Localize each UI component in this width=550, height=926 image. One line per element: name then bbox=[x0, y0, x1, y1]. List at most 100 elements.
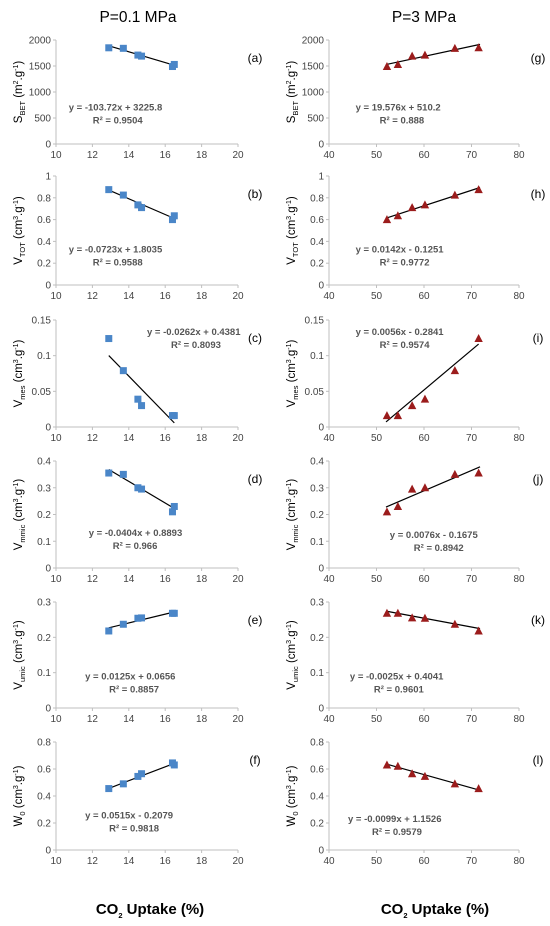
y-axis-label-part: (cm bbox=[286, 220, 298, 242]
y-tick-label: 0.6 bbox=[310, 765, 324, 776]
y-axis-label-part: S bbox=[13, 115, 25, 123]
y-axis-label-part: -1 bbox=[13, 343, 20, 349]
x-tick-label: 50 bbox=[371, 291, 383, 302]
x-tick-label: 60 bbox=[418, 856, 430, 867]
y-tick-label: 500 bbox=[34, 114, 51, 125]
y-axis-label: Vmmic (cm3.g-1) bbox=[286, 479, 300, 551]
y-tick-label: 0.2 bbox=[310, 633, 324, 644]
data-point bbox=[134, 484, 142, 492]
panel-label: (k) bbox=[531, 613, 545, 627]
trendline-equation: y = 0.0142x - 0.1251 bbox=[356, 244, 445, 255]
y-tick-label: 0.1 bbox=[37, 668, 51, 679]
panel-label: (l) bbox=[533, 753, 544, 767]
x-tick-label: 20 bbox=[232, 856, 244, 867]
x-tick-label: 18 bbox=[196, 291, 208, 302]
x-tick-label: 60 bbox=[418, 291, 430, 302]
data-point bbox=[407, 613, 417, 622]
y-axis-label-part: 3 bbox=[286, 216, 293, 220]
data-point bbox=[450, 43, 460, 52]
trendline-r-squared: R² = 0.8857 bbox=[109, 684, 159, 695]
y-tick-label: 0.8 bbox=[37, 738, 51, 749]
y-axis-label-part: V bbox=[13, 399, 25, 407]
y-tick-label: 0 bbox=[318, 564, 324, 575]
y-tick-label: 0.8 bbox=[310, 738, 324, 749]
panel-label: (f) bbox=[249, 753, 260, 767]
y-tick-label: 0 bbox=[45, 846, 51, 857]
x-tick-label: 80 bbox=[513, 150, 525, 161]
y-axis-label: Vumic (cm3.g-1) bbox=[13, 620, 27, 690]
data-point bbox=[105, 186, 113, 194]
y-axis-label-part: V bbox=[286, 682, 298, 690]
y-axis-label-part: ) bbox=[13, 765, 25, 769]
data-point bbox=[450, 469, 460, 478]
trendline-equation: y = 0.0076x - 0.1675 bbox=[390, 530, 479, 541]
x-tick-label: 50 bbox=[371, 856, 383, 867]
y-tick-label: 0.2 bbox=[310, 510, 324, 521]
trendline-equation: y = -0.0723x + 1.8035 bbox=[69, 244, 163, 255]
y-tick-label: 0.2 bbox=[37, 510, 51, 521]
y-tick-label: 0.15 bbox=[32, 316, 52, 327]
data-point bbox=[420, 483, 430, 492]
panel-a: 0 500 1000 1500 2000 10 12 14 16 18 20 SBET (m2.g-1… bbox=[13, 36, 262, 162]
data-point bbox=[382, 507, 392, 516]
trendline-equation: y = -0.0099x + 1.1526 bbox=[348, 814, 442, 825]
y-axis-label-part: .g bbox=[286, 350, 298, 360]
y-tick-label: 0.6 bbox=[310, 215, 324, 226]
data-point bbox=[138, 614, 146, 622]
y-axis-label-part: (cm bbox=[286, 789, 298, 811]
data-point bbox=[393, 608, 403, 617]
y-tick-label: 0.6 bbox=[37, 215, 51, 226]
data-point bbox=[105, 469, 113, 477]
x-tick-label: 40 bbox=[323, 150, 335, 161]
y-tick-label: 0 bbox=[318, 281, 324, 292]
y-tick-label: 1500 bbox=[302, 62, 325, 73]
panel-j: 0 0.1 0.2 0.3 0.4 40 50 60 70 80 Vmmic (cm3.g-1) y … bbox=[286, 457, 543, 586]
data-point bbox=[474, 468, 483, 477]
y-tick-label: 0 bbox=[45, 564, 51, 575]
y-axis-label: VTOT (cm3.g-1) bbox=[13, 196, 27, 265]
y-tick-label: 0.1 bbox=[37, 351, 51, 362]
y-axis-label-part: .g bbox=[13, 776, 25, 786]
y-axis-label-part: .g bbox=[286, 489, 298, 499]
x-tick-label: 50 bbox=[371, 714, 383, 725]
x-tick-label: 12 bbox=[87, 574, 99, 585]
panel-h: 0 0.2 0.4 0.6 0.8 1 40 50 60 70 80 VTOT (cm3.g-1) y … bbox=[286, 172, 545, 303]
x-tick-label: 20 bbox=[232, 433, 244, 444]
x-tick-label: 14 bbox=[123, 856, 135, 867]
x-tick-label: 40 bbox=[323, 291, 335, 302]
y-tick-label: 0.2 bbox=[37, 633, 51, 644]
data-point bbox=[420, 394, 430, 403]
y-tick-label: 0.1 bbox=[310, 537, 324, 548]
x-tick-label: 20 bbox=[232, 150, 244, 161]
data-point bbox=[450, 190, 460, 199]
y-tick-label: 0.1 bbox=[37, 537, 51, 548]
trendline-equation: y = -103.72x + 3225.8 bbox=[69, 103, 162, 114]
trend-line bbox=[385, 466, 481, 508]
y-axis-label-part: (cm bbox=[13, 502, 25, 524]
data-point bbox=[138, 204, 146, 212]
y-tick-label: 0.1 bbox=[310, 351, 324, 362]
y-axis-label-part: ) bbox=[286, 61, 298, 65]
x-tick-label: 50 bbox=[371, 150, 383, 161]
data-point bbox=[382, 215, 392, 224]
x-tick-label: 14 bbox=[123, 574, 135, 585]
y-axis-label-part: mmic bbox=[291, 524, 300, 542]
y-axis-label-part: (m bbox=[286, 84, 298, 101]
trendline-equation: y = 0.0515x - 0.2079 bbox=[85, 811, 173, 822]
x-tick-label: 70 bbox=[466, 433, 478, 444]
y-axis-label-part: TOT bbox=[18, 242, 27, 257]
data-point bbox=[119, 470, 127, 478]
data-point bbox=[450, 366, 460, 375]
x-tick-label: 14 bbox=[123, 150, 135, 161]
y-axis-label: VTOT (cm3.g-1) bbox=[286, 196, 300, 265]
y-axis-label-part: BET bbox=[291, 101, 300, 116]
y-axis-label-part: -1 bbox=[286, 200, 293, 206]
y-tick-label: 0.2 bbox=[37, 259, 51, 270]
y-axis-label-part: .g bbox=[286, 71, 298, 81]
data-point bbox=[474, 43, 483, 52]
data-point bbox=[138, 402, 146, 410]
y-axis-label-part: mmic bbox=[18, 524, 27, 542]
panel-label: (b) bbox=[248, 187, 263, 201]
y-tick-label: 0.2 bbox=[310, 259, 324, 270]
